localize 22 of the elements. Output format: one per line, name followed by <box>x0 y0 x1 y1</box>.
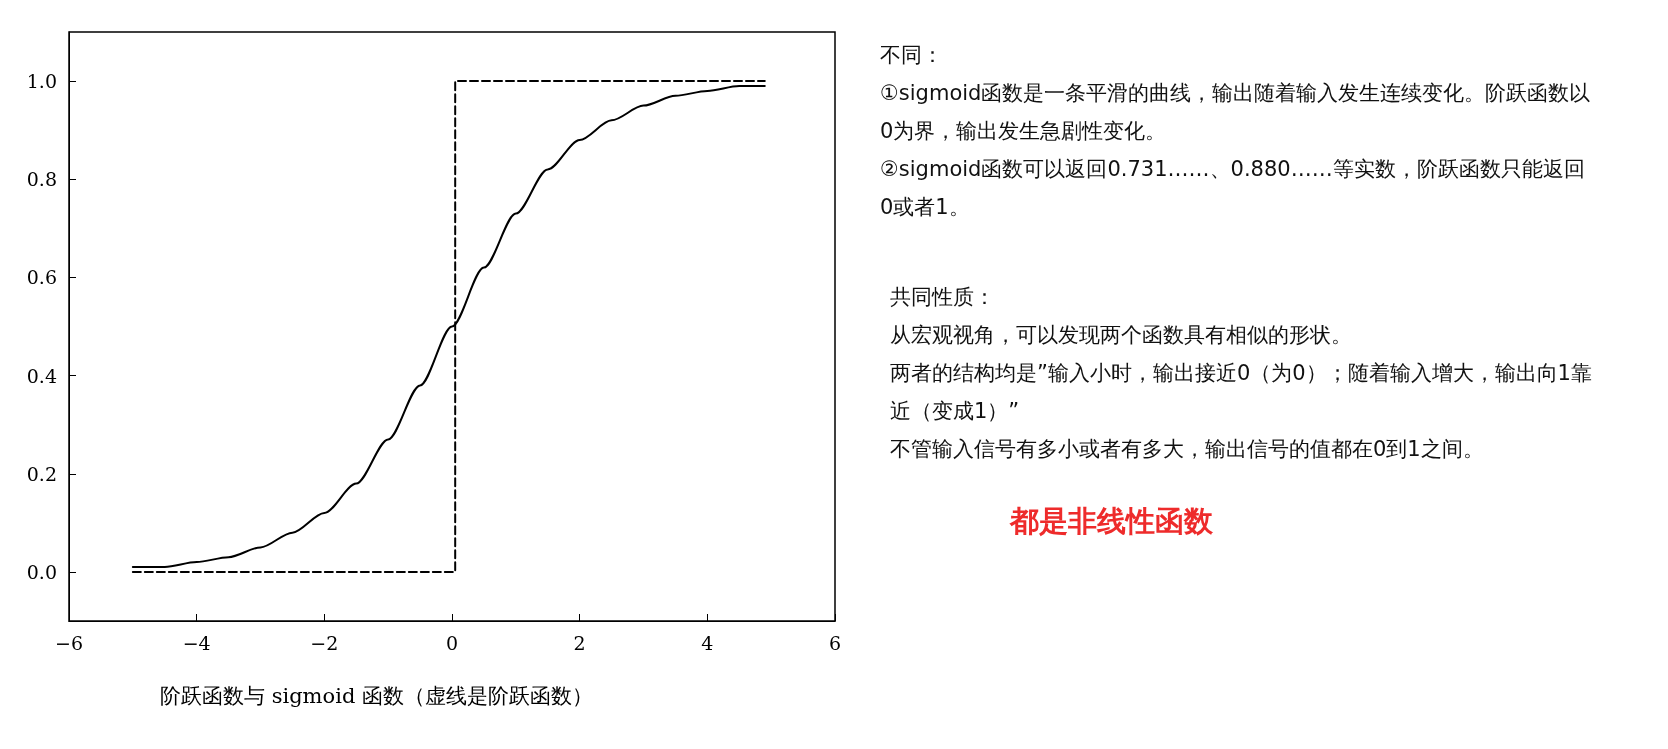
text: 不管输入信号有多小或者有多大，输出信号的值都在0到1之间。 <box>889 436 1485 463</box>
x-tick-label: 0 <box>445 631 459 654</box>
text: 都是非线性函数 <box>1008 503 1214 540</box>
y-tick-label: 0.2 <box>26 462 57 485</box>
y-tick-label: 0.8 <box>26 168 57 191</box>
text: 共同性质： <box>889 284 996 311</box>
y-tick-label: 0.0 <box>26 560 57 583</box>
y-tick-label: 0.4 <box>26 364 57 387</box>
text: 不同： <box>880 42 944 69</box>
text: ②sigmoid函数可以返回0.731……、0.880……等实数，阶跃函数只能返回0或者1。 <box>880 156 1586 221</box>
text: 从宏观视角，可以发现两个函数具有相似的形状。 <box>889 322 1353 349</box>
text: 两者的结构均是”输入小时，输出接近0（为0）；随着输入增大，输出向1靠近（变成1）” <box>889 360 1593 425</box>
x-tick-label: −4 <box>182 631 211 654</box>
x-tick-label: 6 <box>828 631 842 654</box>
x-tick-label: 2 <box>573 631 586 654</box>
y-tick-label: 0.6 <box>26 266 57 289</box>
x-tick-label: 4 <box>701 631 714 654</box>
x-tick-label: −6 <box>54 631 84 654</box>
text: 阶跃函数与 sigmoid 函数（虚线是阶跃函数） <box>160 683 594 710</box>
x-tick-label: −2 <box>310 631 339 654</box>
y-tick-label: 1.0 <box>26 70 57 93</box>
text: ①sigmoid函数是一条平滑的曲线，输出随着输入发生连续变化。阶跃函数以0为界，输出发生急剧性变化。 <box>880 80 1592 145</box>
